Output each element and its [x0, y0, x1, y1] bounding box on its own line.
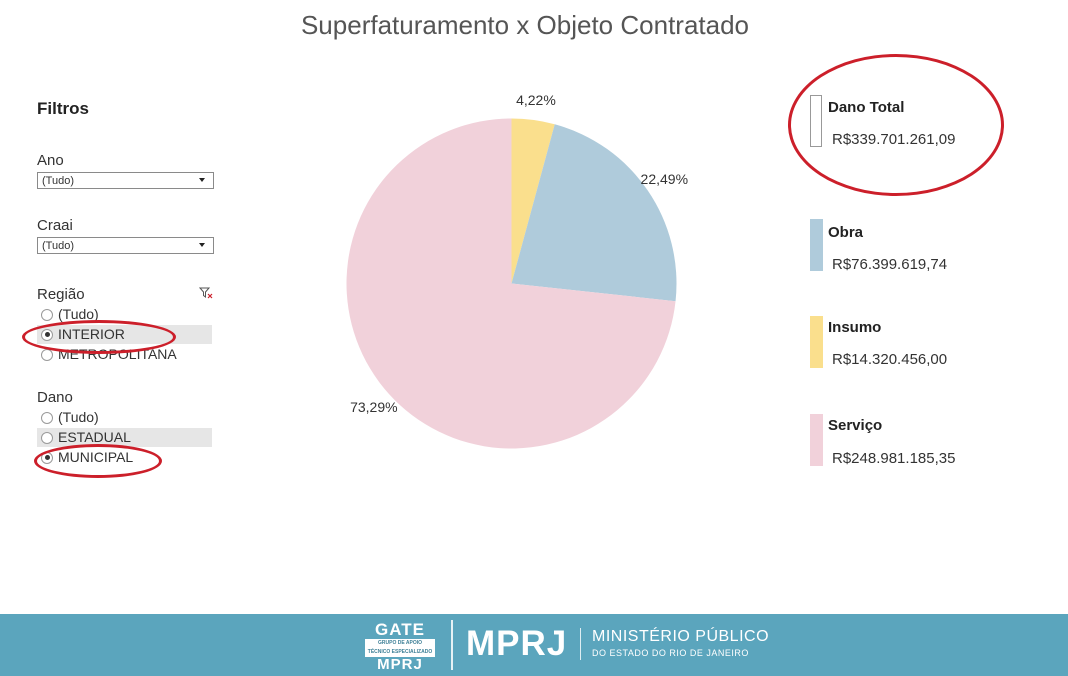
org-subtitle: DO ESTADO DO RIO DE JANEIRO: [592, 648, 749, 658]
gate-logo-box: GRUPO DE APOIO TÉCNICO ESPECIALIZADO: [365, 639, 435, 657]
legend-total-value: R$339.701.261,09: [832, 131, 956, 148]
mprj-logo: MPRJ: [466, 624, 568, 663]
radio-label: ESTADUAL: [58, 429, 131, 445]
dropdown-arrow-icon: [199, 243, 205, 247]
regiao-label: Região: [37, 286, 85, 303]
ano-label: Ano: [37, 152, 64, 169]
radio-button: [41, 348, 53, 361]
radio-button-checked: [41, 328, 53, 341]
radio-label: INTERIOR: [58, 326, 125, 342]
dashboard-title: Superfaturamento x Objeto Contratado: [300, 10, 750, 40]
radio-label: METROPOLITANA: [58, 346, 177, 362]
legend-total-name: Dano Total: [828, 99, 905, 116]
radio-button: [41, 308, 53, 321]
pie-slice-servico[interactable]: [346, 118, 676, 449]
filters-heading: Filtros: [37, 99, 89, 118]
legend-swatch-servico: [810, 414, 823, 466]
pie-slice-insumo[interactable]: [511, 118, 555, 284]
radio-label: MUNICIPAL: [58, 449, 134, 465]
gate-logo: GATE GRUPO DE APOIO TÉCNICO ESPECIALIZAD…: [363, 620, 437, 673]
dano-option-estadual[interactable]: ESTADUAL: [37, 428, 212, 447]
legend-swatch-obra: [810, 219, 823, 271]
legend-insumo-name: Insumo: [828, 319, 882, 336]
radio-label: (Tudo): [58, 306, 99, 322]
craai-dropdown-value: (Tudo): [42, 240, 74, 252]
legend-insumo-value: R$14.320.456,00: [832, 351, 948, 368]
gate-logo-line2: TÉCNICO ESPECIALIZADO: [367, 649, 433, 655]
legend-obra-name: Obra: [828, 224, 864, 241]
ano-dropdown[interactable]: (Tudo): [37, 172, 214, 189]
legend-servico-value: R$248.981.185,35: [832, 450, 956, 467]
legend-swatch-insumo: [810, 316, 823, 368]
footer-bar: GATE GRUPO DE APOIO TÉCNICO ESPECIALIZAD…: [0, 614, 1068, 676]
craai-label: Craai: [37, 217, 73, 234]
dano-label: Dano: [37, 389, 73, 406]
radio-label: (Tudo): [58, 409, 99, 425]
legend-swatch-total: [810, 95, 822, 147]
dropdown-arrow-icon: [199, 178, 205, 182]
radio-button-checked: [41, 451, 53, 464]
gate-logo-line1: GRUPO DE APOIO: [378, 640, 422, 646]
org-name: MINISTÉRIO PÚBLICO: [592, 628, 770, 645]
regiao-option-metropolitana[interactable]: METROPOLITANA: [37, 345, 212, 364]
pie-data-label: 4,22%: [516, 92, 556, 108]
pie-data-label: 22,49%: [641, 171, 688, 187]
regiao-option-tudo[interactable]: (Tudo): [37, 305, 212, 324]
footer-divider: [451, 620, 453, 670]
pie-chart: 4,22% 22,49% 73,29%: [346, 92, 688, 449]
craai-dropdown[interactable]: (Tudo): [37, 237, 214, 254]
radio-button: [41, 411, 53, 424]
dano-option-tudo[interactable]: (Tudo): [37, 408, 212, 427]
clear-filter-icon[interactable]: [199, 287, 213, 299]
dano-option-municipal[interactable]: MUNICIPAL: [37, 448, 212, 467]
ano-dropdown-value: (Tudo): [42, 175, 74, 187]
legend-servico-name: Serviço: [828, 417, 883, 434]
footer-divider: [580, 628, 581, 660]
radio-button: [41, 431, 53, 444]
gate-logo-sub: MPRJ: [377, 656, 423, 673]
pie-slice-obra[interactable]: [511, 124, 677, 302]
legend-obra-value: R$76.399.619,74: [832, 256, 948, 273]
regiao-option-interior[interactable]: INTERIOR: [37, 325, 212, 344]
gate-logo-title: GATE: [375, 620, 425, 639]
pie-data-label: 73,29%: [350, 399, 397, 415]
